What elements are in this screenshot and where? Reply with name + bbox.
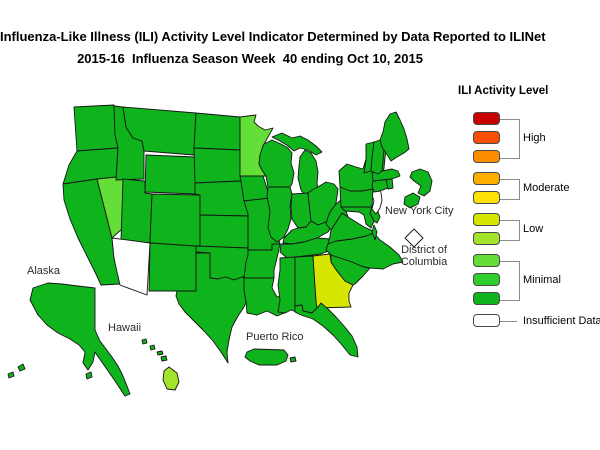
legend-label-minimal: Minimal xyxy=(523,274,561,286)
legend-label-low: Low xyxy=(523,223,544,235)
district-of-columbia-label: District of Columbia xyxy=(400,244,448,268)
state-pr_vieques xyxy=(289,356,297,363)
state-hi_maui xyxy=(160,355,168,362)
legend-swatch-level-5 xyxy=(473,213,500,226)
legend-bracket-minimal xyxy=(500,261,520,301)
hawaii-label: Hawaii xyxy=(108,322,142,334)
new-york-city-label: New York City xyxy=(385,205,454,217)
state-ak_aleutian_2 xyxy=(7,371,15,379)
legend-connector-insufficient-data xyxy=(500,321,517,322)
page-title: Influenza-Like Illness (ILI) Activity Le… xyxy=(0,29,546,44)
legend-swatch-level-10 xyxy=(473,112,500,125)
legend-swatch-level-2 xyxy=(473,273,500,286)
legend-label-insufficient-data: Insufficient Data xyxy=(523,315,600,327)
state-hi_molokai xyxy=(156,350,164,356)
state-long_island xyxy=(403,192,421,209)
state-sd xyxy=(193,147,242,184)
state-nd xyxy=(193,112,241,151)
state-ak_aleutian_1 xyxy=(17,363,26,372)
page-subtitle: 2015-16 Influenza Season Week 40 ending … xyxy=(77,51,423,66)
legend-swatch-level-0 xyxy=(473,314,500,327)
state-hi_big_island xyxy=(162,366,180,391)
state-ne xyxy=(194,180,249,217)
state-ak xyxy=(29,282,131,397)
state-az xyxy=(111,237,151,296)
state-pr xyxy=(244,348,289,366)
state-ar xyxy=(243,243,281,279)
state-cape_cod xyxy=(409,168,433,197)
state-tx xyxy=(175,252,248,364)
legend-label-moderate: Moderate xyxy=(523,182,570,194)
state-fl xyxy=(294,302,359,358)
state-dc xyxy=(404,228,424,248)
state-va_es xyxy=(371,224,378,241)
state-nm xyxy=(148,242,197,292)
alaska-label: Alaska xyxy=(27,265,61,277)
state-ia xyxy=(239,175,271,202)
puerto-rico-label: Puerto Rico xyxy=(246,331,304,343)
state-mi_up xyxy=(271,132,323,156)
state-hi_kauai xyxy=(141,338,148,345)
legend-swatch-level-1 xyxy=(473,292,500,305)
legend-label-high: High xyxy=(523,132,546,144)
legend-bracket-low xyxy=(500,220,520,241)
state-wi xyxy=(258,139,295,188)
legend-swatch-level-6 xyxy=(473,191,500,204)
legend-bracket-moderate xyxy=(500,179,520,200)
state-me xyxy=(379,111,410,162)
legend-bracket-high xyxy=(500,119,520,159)
state-wa xyxy=(73,104,119,152)
state-ak_kodiak xyxy=(85,371,93,380)
state-co xyxy=(149,193,201,248)
state-in xyxy=(290,192,312,229)
state-ks xyxy=(199,214,249,249)
legend-swatch-level-3 xyxy=(473,254,500,267)
state-wy xyxy=(144,154,197,195)
legend-swatch-level-8 xyxy=(473,150,500,163)
legend-swatch-level-7 xyxy=(473,172,500,185)
legend-swatch-level-9 xyxy=(473,131,500,144)
legend-swatch-level-4 xyxy=(473,232,500,245)
legend-title: ILI Activity Level xyxy=(458,85,549,97)
state-hi_oahu xyxy=(149,344,156,351)
